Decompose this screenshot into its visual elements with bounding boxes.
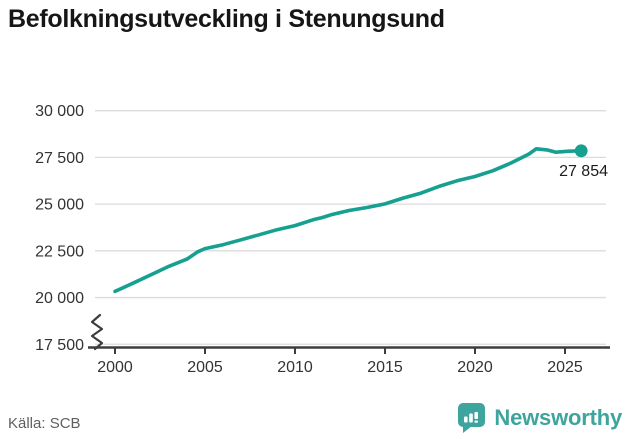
newsworthy-bar-chart-bubble-icon — [458, 403, 486, 433]
x-axis-label: 2020 — [457, 359, 493, 376]
y-axis-label: 22 500 — [35, 243, 84, 260]
y-axis-label: 25 000 — [35, 197, 84, 214]
y-axis-label: 27 500 — [35, 150, 84, 167]
source-note: Källa: SCB — [8, 415, 81, 432]
newsworthy-logo: Newsworthy — [457, 402, 622, 434]
x-axis-label: 2010 — [277, 359, 313, 376]
population-series-line — [113, 147, 584, 294]
brand-name: Newsworthy — [494, 405, 622, 430]
x-axis-label: 2005 — [187, 359, 223, 376]
x-axis-label: 2015 — [367, 359, 403, 376]
y-axis-break-icon — [90, 313, 104, 351]
x-axis-label: 2025 — [547, 359, 583, 376]
x-axis-label: 2000 — [97, 359, 133, 376]
latest-value-dot — [574, 144, 588, 158]
page-title: Befolkningsutveckling i Stenungsund — [8, 5, 445, 33]
y-axis-label: 20 000 — [35, 290, 84, 307]
latest-value-label: 27 854 — [559, 163, 608, 180]
y-axis-label: 17 500 — [35, 337, 84, 354]
y-axis-label: 30 000 — [35, 103, 84, 120]
